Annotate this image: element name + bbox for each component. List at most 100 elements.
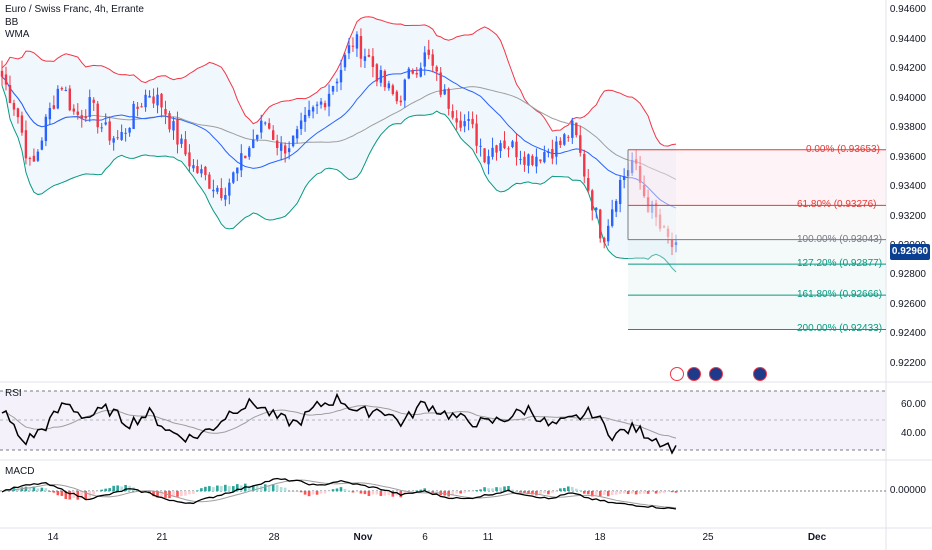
macd-histogram-bar (371, 491, 375, 495)
candle-body (559, 140, 562, 145)
candle-body (20, 115, 24, 133)
time-axis-tick: Dec (807, 532, 827, 543)
macd-histogram-bar (331, 489, 335, 491)
macd-histogram-bar (255, 485, 259, 491)
macd-histogram-bar (52, 491, 56, 493)
macd-histogram-bar (228, 486, 231, 491)
sub-axis-tick: 40.00 (900, 428, 926, 439)
candle-body (76, 111, 79, 115)
last-price-tag: 0.92960 (890, 244, 930, 260)
macd-histogram-bar (20, 487, 24, 491)
candle-body (224, 195, 227, 200)
candle-body (483, 148, 486, 163)
macd-histogram-bar (164, 491, 167, 498)
candle-body (271, 130, 275, 140)
macd-histogram-bar (495, 487, 498, 491)
macd-histogram-bar (291, 491, 295, 492)
price-axis-tick: 0.92400 (889, 328, 926, 340)
macd-histogram-bar (299, 491, 303, 493)
macd-histogram-bar (618, 491, 622, 495)
macd-pane-label[interactable]: MACD (5, 466, 35, 477)
lightning-event-icon[interactable] (670, 367, 684, 381)
macd-histogram-bar (431, 491, 435, 493)
macd-histogram-bar (387, 491, 391, 496)
candle-body (176, 118, 179, 145)
candle-body (192, 165, 195, 169)
candle-body (248, 147, 251, 157)
macd-histogram-bar (527, 491, 530, 495)
macd-histogram-bar (188, 491, 191, 495)
candle-body (335, 81, 339, 84)
macd-histogram-bar (670, 491, 674, 493)
candle-body (132, 103, 135, 129)
macd-histogram-bar (650, 491, 654, 492)
candle-body (260, 120, 263, 133)
time-axis-tick: 6 (422, 532, 428, 543)
indicator-bb-label[interactable]: BB (5, 17, 19, 28)
macd-histogram-bar (507, 486, 510, 491)
macd-histogram-bar (108, 488, 111, 491)
candle-body (467, 119, 470, 121)
eu-flag-event-icon[interactable] (709, 367, 723, 381)
candle-body (603, 237, 606, 243)
macd-histogram-bar (247, 485, 251, 491)
macd-histogram-bar (571, 486, 574, 491)
macd-histogram-bar (36, 488, 40, 491)
wma-line (1, 76, 677, 180)
candle-body (323, 103, 327, 108)
candle-body (411, 70, 414, 74)
candle-body (463, 121, 466, 127)
candle-body (499, 143, 502, 152)
price-axis-tick: 0.94400 (889, 33, 926, 45)
candle-body (44, 116, 48, 141)
candle-body (172, 121, 175, 131)
candle-body (630, 159, 634, 174)
indicator-wma-label[interactable]: WMA (5, 29, 30, 40)
price-axis-tick: 0.93600 (889, 151, 926, 163)
candle-body (618, 179, 622, 204)
macd-histogram-bar (379, 491, 383, 496)
candle-body (587, 178, 590, 191)
eu-flag-event-icon[interactable] (687, 367, 701, 381)
macd-histogram-bar (48, 491, 52, 492)
candle-body (371, 56, 375, 67)
candle-body (140, 106, 143, 108)
macd-histogram-bar (586, 491, 590, 495)
candle-body (92, 99, 95, 103)
bollinger-basis-line (1, 69, 677, 209)
candle-body (607, 225, 610, 242)
candle-body (439, 72, 442, 95)
candle-body (4, 74, 8, 85)
candle-body (547, 151, 550, 153)
macd-histogram-bar (602, 491, 606, 496)
candle-body (519, 159, 522, 161)
fib-level-label: 0.00% (0.93653) (806, 143, 880, 155)
macd-histogram-bar (343, 488, 347, 491)
candle-body (367, 54, 371, 57)
macd-histogram-bar (92, 491, 96, 495)
rsi-pane-label[interactable]: RSI (5, 388, 22, 399)
candle-body (232, 172, 235, 183)
candle-body (120, 131, 123, 140)
macd-histogram-bar (327, 491, 331, 492)
candle-body (435, 66, 438, 72)
bollinger-lower-line (1, 85, 677, 273)
candle-body (279, 143, 283, 151)
candle-body (256, 134, 259, 140)
candle-body (395, 91, 399, 102)
eu-flag-event-icon[interactable] (753, 367, 767, 381)
macd-histogram-bar (622, 491, 626, 494)
candle-body (96, 103, 99, 128)
macd-histogram-bar (184, 491, 187, 496)
macd-histogram-bar (674, 491, 678, 493)
macd-histogram-bar (515, 491, 518, 492)
macd-histogram-bar (403, 491, 407, 495)
macd-histogram-bar (479, 489, 482, 491)
macd-histogram-bar (335, 488, 339, 491)
candle-body (60, 87, 64, 90)
candle-body (403, 79, 407, 101)
macd-histogram-bar (551, 491, 554, 493)
fib-zone (628, 239, 886, 330)
macd-histogram-bar (232, 486, 235, 491)
